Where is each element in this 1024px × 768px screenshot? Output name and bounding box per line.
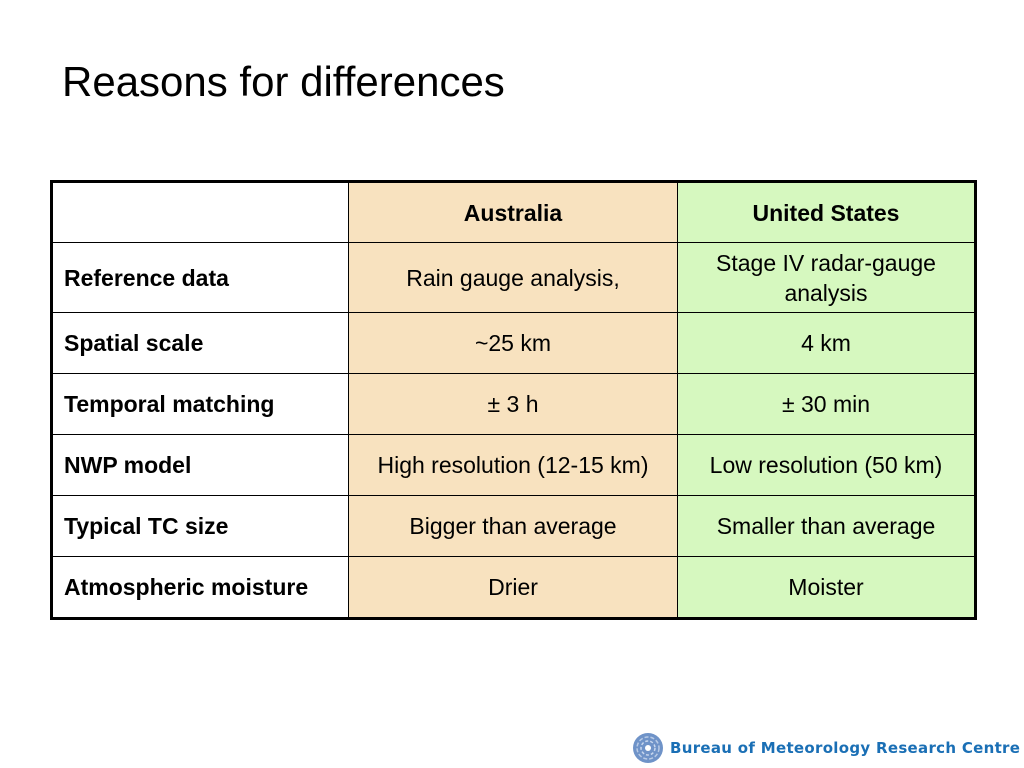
row-label: NWP model [51,434,349,496]
australia-cell: ~25 km [348,312,678,374]
table-header-row: Australia United States [51,181,976,243]
australia-cell: Drier [348,556,678,619]
cyclone-swirl-icon [633,733,663,763]
us-cell: ± 30 min [677,373,976,435]
slide-title: Reasons for differences [62,58,505,105]
table-row: NWP model High resolution (12-15 km) Low… [51,434,976,496]
row-label: Typical TC size [51,495,349,557]
bmrc-logo: Bureau of Meteorology Research Centre [632,732,1020,764]
header-australia: Australia [348,181,678,243]
comparison-table: Australia United States Reference data R… [50,180,977,620]
us-cell: 4 km [677,312,976,374]
row-label: Reference data [51,242,349,313]
us-cell: Low resolution (50 km) [677,434,976,496]
row-label: Atmospheric moisture [51,556,349,619]
row-label: Temporal matching [51,373,349,435]
header-united-states: United States [677,181,976,243]
table-row: Temporal matching ± 3 h ± 30 min [51,373,976,435]
row-label: Spatial scale [51,312,349,374]
table-row: Atmospheric moisture Drier Moister [51,556,976,619]
table-row: Reference data Rain gauge analysis, Stag… [51,242,976,313]
australia-cell: Bigger than average [348,495,678,557]
us-cell: Moister [677,556,976,619]
header-empty-cell [51,181,349,243]
us-cell: Stage IV radar-gauge analysis [677,242,976,313]
australia-cell: High resolution (12-15 km) [348,434,678,496]
table-row: Typical TC size Bigger than average Smal… [51,495,976,557]
logo-text: Bureau of Meteorology Research Centre [670,739,1021,757]
us-cell: Smaller than average [677,495,976,557]
australia-cell: ± 3 h [348,373,678,435]
australia-cell: Rain gauge analysis, [348,242,678,313]
table-row: Spatial scale ~25 km 4 km [51,312,976,374]
